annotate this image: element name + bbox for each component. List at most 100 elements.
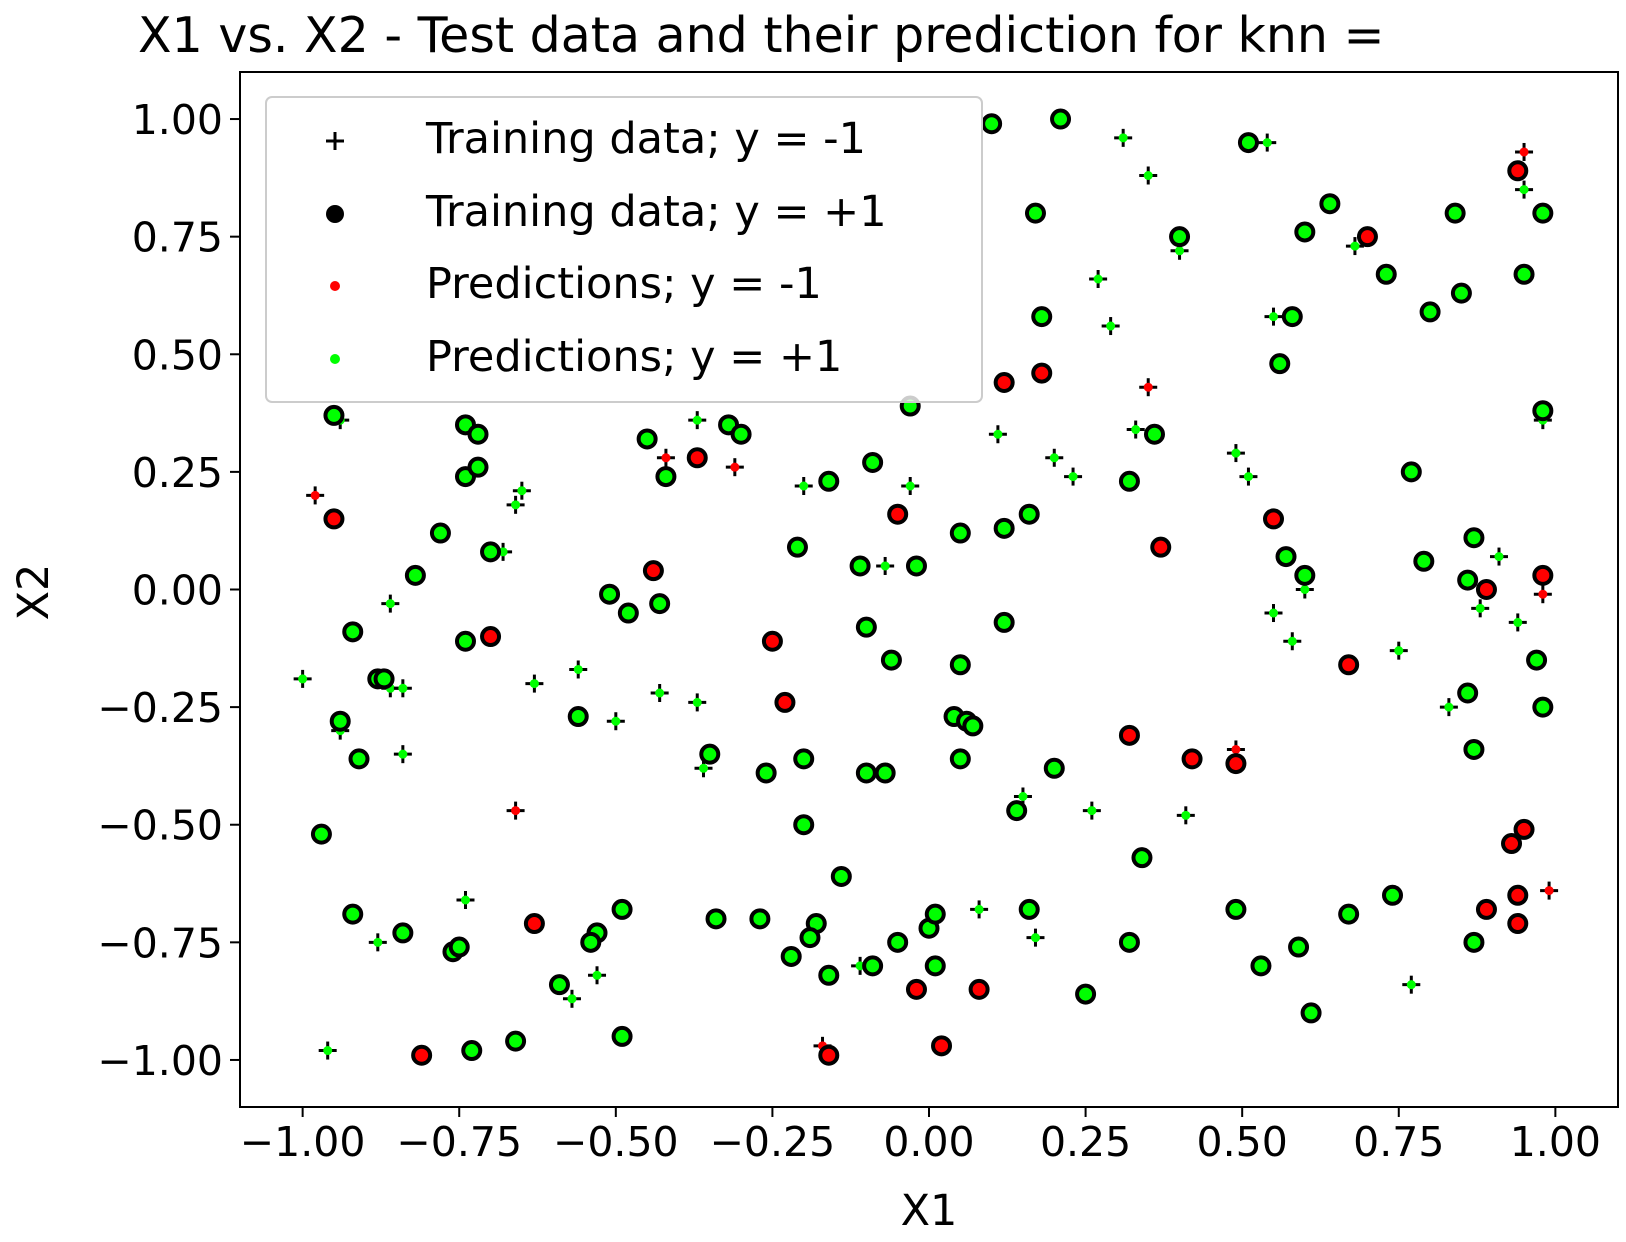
training-pos-point (1150, 536, 1172, 558)
y-axis-label: X2 (9, 564, 59, 621)
training-pos-point (1237, 132, 1259, 154)
x-tick-label: −0.25 (710, 1118, 836, 1166)
training-pos-point (1400, 461, 1422, 483)
training-neg-point (1126, 420, 1145, 439)
training-pos-point (1288, 936, 1310, 958)
training-neg-point (588, 966, 607, 985)
training-pos-point (1281, 306, 1303, 328)
training-pos-point (818, 1044, 840, 1066)
training-pos-point (1501, 833, 1523, 855)
training-pos-point (1118, 470, 1140, 492)
training-pos-point (749, 908, 771, 930)
training-pos-point (855, 616, 877, 638)
training-pos-point (1169, 226, 1191, 248)
training-neg-point (1489, 547, 1508, 566)
training-neg-point (1101, 317, 1120, 336)
training-pos-point (780, 945, 802, 967)
training-pos-point (342, 903, 364, 925)
training-pos-point (1463, 527, 1485, 549)
data-marks (293, 108, 1559, 1066)
training-pos-point (1006, 800, 1028, 822)
training-pos-point (905, 978, 927, 1000)
training-pos-point (310, 823, 332, 845)
training-pos-point (755, 762, 777, 784)
training-pos-point (505, 1030, 527, 1052)
y-tick-label: 1.00 (132, 96, 223, 144)
training-pos-point (342, 621, 364, 643)
y-tick-label: −0.50 (97, 802, 223, 850)
training-pos-point (818, 470, 840, 492)
legend-label-training-pos: Training data; y = +1 (425, 187, 887, 237)
x-tick-label: −1.00 (240, 1118, 366, 1166)
training-neg-point (1515, 180, 1534, 199)
training-pos-point (1507, 160, 1529, 182)
x-tick-label: 0.25 (1040, 1118, 1131, 1166)
training-pos-point (655, 466, 677, 488)
training-neg-point (506, 495, 525, 514)
x-tick-label: −0.50 (553, 1118, 679, 1166)
training-pos-point (862, 955, 884, 977)
training-neg-point (1345, 237, 1364, 256)
training-neg-point (1508, 613, 1527, 632)
training-pos-point (1475, 579, 1497, 600)
y-axis-ticks: −1.00 −0.75 −0.50 −0.25 0.00 0.25 0.50 0.75 1.00 (97, 96, 240, 1085)
training-pos-point (323, 508, 345, 530)
legend: Training data; y = -1 Training data; y =… (265, 96, 983, 403)
training-pos-point (1419, 301, 1441, 323)
training-pos-point (373, 668, 395, 690)
y-tick-label: 0.25 (132, 449, 223, 497)
training-neg-point (1045, 448, 1064, 467)
training-neg-point (562, 989, 581, 1008)
training-pos-point (1118, 724, 1140, 746)
training-pos-point (1131, 847, 1153, 869)
training-pos-point (1413, 550, 1435, 572)
training-pos-point (968, 978, 990, 1000)
training-pos-point (962, 715, 984, 737)
training-pos-point (480, 541, 502, 563)
training-pos-point (1463, 738, 1485, 760)
training-neg-point (1064, 467, 1083, 486)
y-tick-label: −1.00 (97, 1037, 223, 1085)
training-pos-point (1031, 362, 1053, 384)
training-pos-point (523, 913, 545, 935)
legend-label-pred-pos: Predictions; y = +1 (426, 332, 842, 382)
x-tick-label: 1.00 (1510, 1118, 1601, 1166)
y-tick-label: −0.25 (97, 684, 223, 732)
training-pos-point (931, 1035, 953, 1057)
training-pos-point (1250, 955, 1272, 977)
training-pos-point (874, 762, 896, 784)
training-pos-point (855, 762, 877, 784)
training-neg-point (1176, 806, 1195, 825)
training-pos-point (642, 560, 664, 582)
training-pos-point (1300, 1002, 1322, 1024)
training-pos-point (730, 423, 752, 445)
training-neg-point (901, 477, 920, 495)
training-pos-point (454, 630, 476, 652)
training-pos-point (1269, 353, 1291, 375)
training-neg-point (1226, 444, 1245, 463)
training-pos-point (467, 456, 489, 478)
legend-label-pred-neg: Predictions; y = -1 (426, 259, 822, 309)
y-tick-label: 0.00 (132, 567, 223, 615)
training-pos-point (1075, 983, 1097, 1005)
training-neg-point (1264, 604, 1283, 623)
training-neg-point (1540, 881, 1559, 900)
training-pos-point (329, 710, 351, 732)
legend-marker-pred-neg (330, 281, 340, 291)
training-pos-point (880, 649, 902, 671)
training-pos-point (686, 447, 708, 469)
training-neg-point (970, 900, 989, 919)
training-pos-point (548, 974, 570, 996)
training-neg-point (1402, 975, 1421, 994)
training-pos-point (705, 908, 727, 930)
training-pos-point (793, 814, 815, 836)
training-neg-point (694, 759, 713, 778)
training-pos-point (1338, 903, 1360, 925)
training-pos-point (1043, 757, 1065, 779)
training-pos-point (993, 517, 1015, 539)
training-neg-point (688, 411, 707, 430)
training-neg-point (876, 556, 895, 575)
legend-marker-training-neg (326, 132, 344, 150)
training-pos-point (611, 898, 633, 920)
training-neg-point (1283, 632, 1302, 651)
